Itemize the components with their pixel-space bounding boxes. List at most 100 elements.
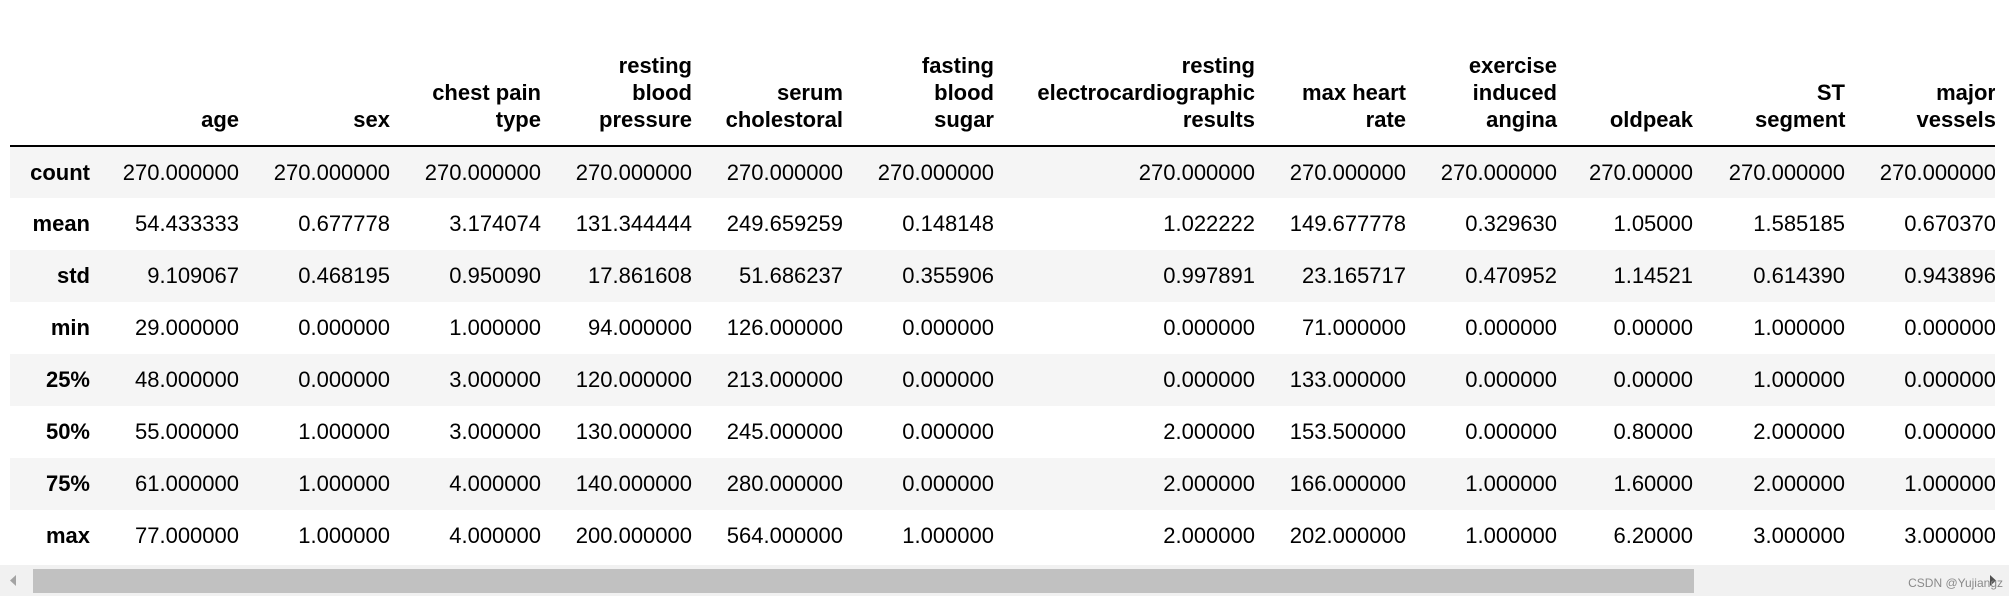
stat-row: std 9.109067 0.468195 0.950090 17.861608 51.6… — [10, 250, 1995, 302]
stat-cell: 29.000000 — [135, 315, 239, 340]
stat-cell: 564.000000 — [726, 523, 843, 548]
stat-cell: 0.80000 — [1613, 419, 1693, 444]
stat-cell: 270.000000 — [1440, 159, 1557, 185]
stat-cell: 0.950090 — [449, 263, 541, 288]
column-header: chest pain type — [400, 0, 551, 147]
stat-cell: 1.585185 — [1753, 211, 1845, 236]
stat-cell: 3.174074 — [449, 211, 541, 236]
column-header: max heart rate — [1265, 0, 1416, 147]
stat-cell: 0.000000 — [298, 315, 390, 340]
stat-cell: 6.20000 — [1613, 523, 1693, 548]
header-row: age sex chest pain type resting blood press… — [10, 0, 1995, 147]
stat-cell: 0.000000 — [1904, 419, 1995, 444]
row-label: mean — [32, 211, 90, 236]
stat-cell: 3.000000 — [449, 367, 541, 392]
stat-cell: 140.000000 — [575, 471, 692, 496]
column-header-text: resting electrocardiographic results — [1037, 53, 1255, 132]
stat-cell: 153.500000 — [1289, 419, 1406, 444]
column-header-text: oldpeak — [1609, 107, 1693, 132]
stat-cell: 200.000000 — [575, 523, 692, 548]
stat-cell: 61.000000 — [135, 471, 239, 496]
stat-cell: 0.000000 — [902, 471, 994, 496]
stat-cell: 0.000000 — [1163, 367, 1255, 392]
stat-cell: 270.000000 — [575, 159, 692, 185]
column-header-text: max heart rate — [1302, 80, 1406, 132]
stat-cell: 270.000000 — [1138, 159, 1255, 185]
stat-cell: 1.000000 — [1753, 367, 1845, 392]
table-body: count 270.000000 270.000000 270.000000 270.0… — [10, 146, 1995, 560]
column-header-text: age — [201, 107, 239, 132]
stat-cell: 270.000000 — [1289, 159, 1406, 185]
stat-cell: 3.000000 — [1904, 523, 1995, 548]
stat-cell: 202.000000 — [1289, 523, 1406, 548]
stat-cell: 0.000000 — [902, 315, 994, 340]
column-header: serum cholestoral — [702, 0, 853, 147]
stat-cell: 3.000000 — [449, 419, 541, 444]
stat-cell: 2.000000 — [1163, 523, 1255, 548]
stat-cell: 71.000000 — [1302, 315, 1406, 340]
stat-cell: 270.000000 — [877, 159, 994, 185]
stat-cell: 120.000000 — [575, 367, 692, 392]
stat-cell: 213.000000 — [726, 367, 843, 392]
column-header: oldpeak — [1567, 0, 1703, 147]
stat-cell: 2.000000 — [1753, 471, 1845, 496]
row-label: std — [57, 263, 90, 288]
stat-cell: 149.677778 — [1289, 211, 1406, 236]
table-viewport: age sex chest pain type resting blood press… — [10, 0, 1995, 560]
stat-cell: 0.000000 — [1465, 419, 1557, 444]
stat-cell: 126.000000 — [726, 315, 843, 340]
stat-cell: 3.000000 — [1753, 523, 1845, 548]
row-label: 75% — [45, 471, 90, 496]
stat-cell: 94.000000 — [588, 315, 692, 340]
column-header: resting blood pressure — [551, 0, 702, 147]
stat-cell: 9.109067 — [147, 263, 239, 288]
stat-cell: 0.677778 — [298, 211, 390, 236]
stat-cell: 1.000000 — [1753, 315, 1845, 340]
column-header-text: exercise induced angina — [1468, 53, 1557, 132]
stat-cell: 0.670370 — [1904, 211, 1995, 236]
stat-cell: 0.000000 — [902, 367, 994, 392]
scroll-thumb[interactable] — [33, 569, 1694, 593]
row-label: min — [50, 315, 90, 340]
column-header-text: resting blood pressure — [599, 53, 692, 132]
stat-cell: 270.000000 — [1879, 159, 1995, 185]
stat-cell: 270.000000 — [726, 159, 843, 185]
stat-cell: 0.355906 — [902, 263, 994, 288]
stat-cell: 1.000000 — [1904, 471, 1995, 496]
column-header-text: serum cholestoral — [725, 80, 843, 132]
stat-row: 75% 61.000000 1.000000 4.000000 140.000000 28… — [10, 458, 1995, 510]
stat-cell: 4.000000 — [449, 523, 541, 548]
stat-cell: 0.000000 — [1465, 367, 1557, 392]
stat-cell: 131.344444 — [575, 211, 692, 236]
stat-cell: 270.000000 — [1728, 159, 1845, 185]
scroll-right-arrow[interactable] — [1990, 575, 1996, 586]
column-header: major vessels — [1855, 0, 1995, 147]
row-label: 50% — [45, 419, 90, 444]
stat-row: max 77.000000 1.000000 4.000000 200.000000 56… — [10, 510, 1995, 560]
stat-cell: 1.14521 — [1613, 263, 1693, 288]
stat-row: 25% 48.000000 0.000000 3.000000 120.000000 21… — [10, 354, 1995, 406]
horizontal-scrollbar[interactable] — [0, 565, 2009, 596]
stat-row: min 29.000000 0.000000 1.000000 94.000000 126… — [10, 302, 1995, 354]
stat-cell: 0.468195 — [298, 263, 390, 288]
stat-cell: 270.000000 — [122, 159, 239, 185]
watermark: CSDN @Yujiangz — [1908, 576, 2003, 590]
column-header-text: chest pain type — [432, 80, 541, 132]
column-header: ST segment — [1703, 0, 1855, 147]
stat-cell: 1.022222 — [1163, 211, 1255, 236]
stat-cell: 54.433333 — [135, 211, 239, 236]
stat-cell: 1.000000 — [298, 419, 390, 444]
stat-cell: 0.329630 — [1465, 211, 1557, 236]
stat-cell: 0.000000 — [1465, 315, 1557, 340]
scroll-left-arrow[interactable] — [10, 575, 16, 586]
stat-cell: 1.05000 — [1613, 211, 1693, 236]
row-label: count — [30, 159, 90, 185]
stat-cell: 0.000000 — [298, 367, 390, 392]
stat-cell: 1.000000 — [298, 471, 390, 496]
row-label: 25% — [45, 367, 90, 392]
stat-cell: 1.000000 — [298, 523, 390, 548]
stat-cell: 133.000000 — [1289, 367, 1406, 392]
stat-cell: 1.000000 — [902, 523, 994, 548]
stat-cell: 17.861608 — [588, 263, 692, 288]
